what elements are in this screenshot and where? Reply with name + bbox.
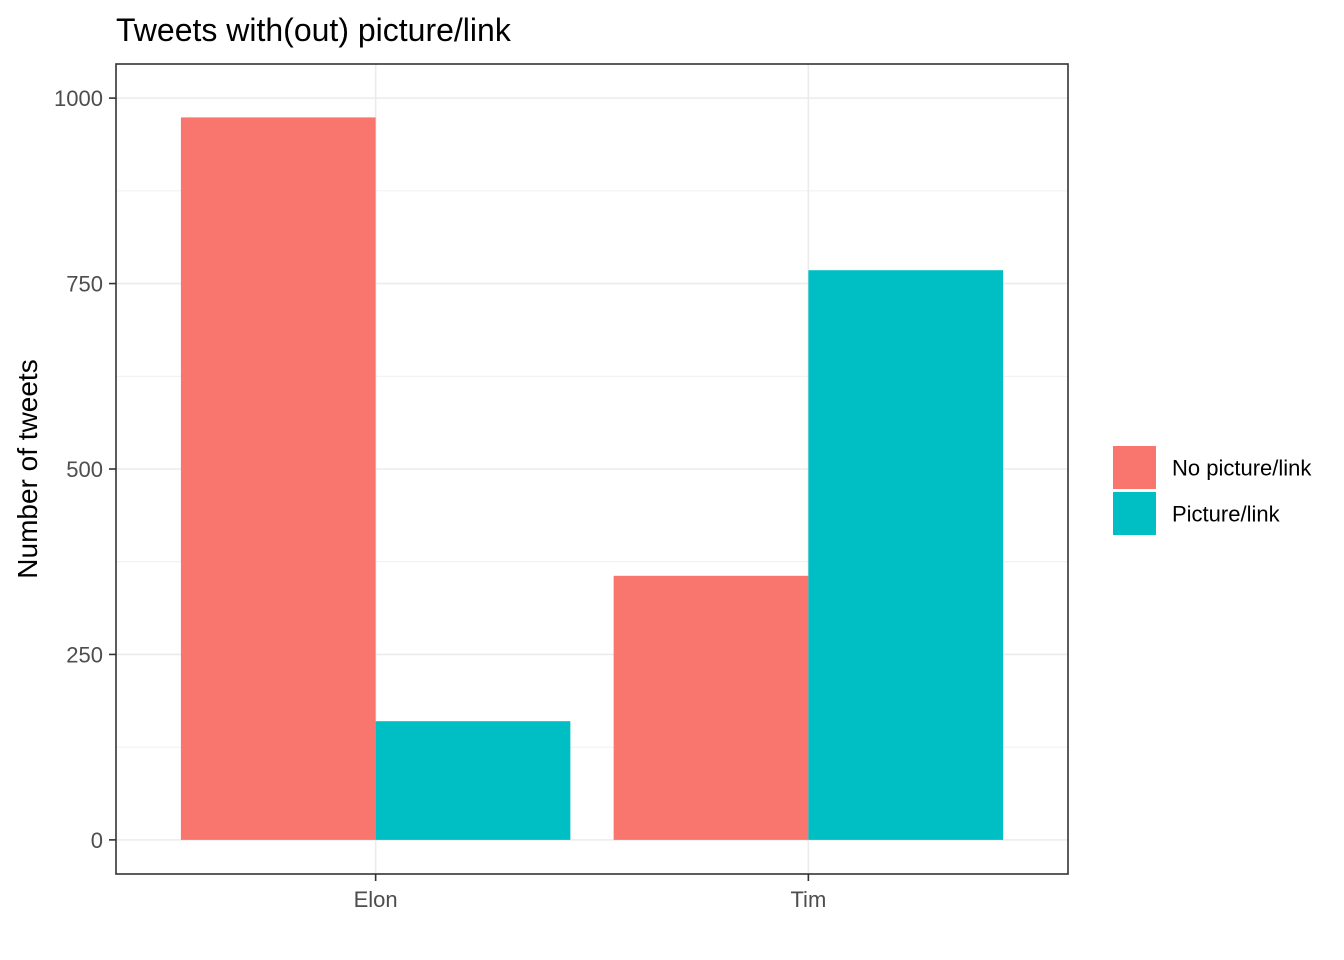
bars <box>180 117 1004 840</box>
y-tick-label: 1000 <box>54 86 103 111</box>
legend-key-no-picture-link <box>1113 446 1156 489</box>
legend-label: Picture/link <box>1172 502 1281 527</box>
legend-key-picture-link <box>1113 492 1156 535</box>
y-tick-label: 500 <box>66 457 103 482</box>
y-tick-label: 250 <box>66 642 103 667</box>
x-tick-label-tim: Tim <box>790 887 826 912</box>
bar-tim-picture-link <box>808 270 1004 840</box>
legend-label: No picture/link <box>1172 456 1312 481</box>
y-tick-label: 0 <box>91 828 103 853</box>
y-axis: 0 250 500 750 1000 <box>54 86 116 853</box>
x-axis: Elon Tim <box>354 874 826 912</box>
bar-elon-no-picture-link <box>180 117 376 840</box>
legend: No picture/link Picture/link <box>1113 446 1312 535</box>
y-tick-label: 750 <box>66 272 103 297</box>
bar-elon-picture-link <box>375 721 571 840</box>
y-axis-label: Number of tweets <box>12 359 43 578</box>
chart-title: Tweets with(out) picture/link <box>116 12 512 48</box>
bar-tim-no-picture-link <box>613 575 809 840</box>
x-tick-label-elon: Elon <box>354 887 398 912</box>
